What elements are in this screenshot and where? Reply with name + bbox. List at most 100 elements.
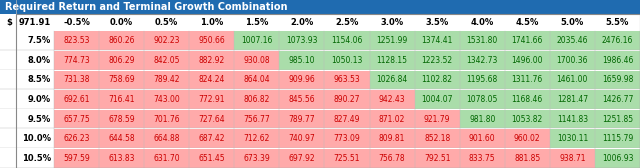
Bar xyxy=(595,71,640,89)
Text: 824.24: 824.24 xyxy=(198,75,225,85)
Bar xyxy=(460,51,505,70)
Text: 10.0%: 10.0% xyxy=(22,134,51,143)
Text: 971.91: 971.91 xyxy=(19,18,51,27)
Text: -0.5%: -0.5% xyxy=(63,18,90,27)
Bar xyxy=(280,31,324,50)
Bar xyxy=(144,110,189,129)
Text: 3.0%: 3.0% xyxy=(381,18,404,27)
Text: 644.58: 644.58 xyxy=(108,134,135,143)
Text: 1004.07: 1004.07 xyxy=(421,95,453,104)
Text: 597.59: 597.59 xyxy=(63,154,90,163)
Text: 909.96: 909.96 xyxy=(289,75,316,85)
Text: 4.0%: 4.0% xyxy=(470,18,494,27)
Text: 2.5%: 2.5% xyxy=(335,18,358,27)
Text: 1006.93: 1006.93 xyxy=(602,154,633,163)
Bar xyxy=(415,129,460,148)
Bar xyxy=(550,71,595,89)
Text: 833.75: 833.75 xyxy=(469,154,495,163)
Text: 2035.46: 2035.46 xyxy=(557,36,588,45)
Bar xyxy=(324,129,369,148)
Bar xyxy=(505,149,550,168)
Bar xyxy=(550,149,595,168)
Text: 8.5%: 8.5% xyxy=(28,75,51,85)
Bar xyxy=(369,71,415,89)
Text: 1659.98: 1659.98 xyxy=(602,75,633,85)
Bar xyxy=(369,129,415,148)
Bar xyxy=(505,90,550,109)
Bar xyxy=(234,110,280,129)
Text: 773.09: 773.09 xyxy=(333,134,360,143)
Text: 756.78: 756.78 xyxy=(379,154,405,163)
Bar xyxy=(415,31,460,50)
Text: 716.41: 716.41 xyxy=(108,95,135,104)
Text: 2.0%: 2.0% xyxy=(291,18,314,27)
Text: 1050.13: 1050.13 xyxy=(332,56,363,65)
Bar xyxy=(369,149,415,168)
Text: 4.5%: 4.5% xyxy=(516,18,539,27)
Bar xyxy=(280,71,324,89)
Text: 890.27: 890.27 xyxy=(333,95,360,104)
Bar xyxy=(415,71,460,89)
Text: 1073.93: 1073.93 xyxy=(286,36,317,45)
Bar xyxy=(550,90,595,109)
Text: 921.79: 921.79 xyxy=(424,115,451,124)
Text: 823.53: 823.53 xyxy=(63,36,90,45)
Text: 963.53: 963.53 xyxy=(333,75,360,85)
Bar xyxy=(144,90,189,109)
Text: 882.92: 882.92 xyxy=(198,56,225,65)
Bar xyxy=(324,51,369,70)
Text: 9.5%: 9.5% xyxy=(28,115,51,124)
Text: 960.02: 960.02 xyxy=(514,134,541,143)
Text: 1030.11: 1030.11 xyxy=(557,134,588,143)
Bar xyxy=(189,129,234,148)
Bar xyxy=(280,129,324,148)
Text: 1007.16: 1007.16 xyxy=(241,36,273,45)
Bar xyxy=(54,31,99,50)
Text: 8.0%: 8.0% xyxy=(28,56,51,65)
Text: 727.64: 727.64 xyxy=(198,115,225,124)
Text: 664.88: 664.88 xyxy=(154,134,180,143)
Text: 1154.06: 1154.06 xyxy=(332,36,363,45)
Text: 774.73: 774.73 xyxy=(63,56,90,65)
Text: 613.83: 613.83 xyxy=(108,154,135,163)
Bar xyxy=(550,51,595,70)
Bar xyxy=(144,31,189,50)
Text: 806.29: 806.29 xyxy=(108,56,135,65)
Text: 692.61: 692.61 xyxy=(63,95,90,104)
Bar xyxy=(234,31,280,50)
Bar xyxy=(415,51,460,70)
Text: 712.62: 712.62 xyxy=(244,134,270,143)
Text: 985.10: 985.10 xyxy=(289,56,315,65)
Text: 1342.73: 1342.73 xyxy=(467,56,498,65)
Bar xyxy=(595,149,640,168)
Text: 1128.15: 1128.15 xyxy=(376,56,408,65)
Text: 827.49: 827.49 xyxy=(333,115,360,124)
Text: 3.5%: 3.5% xyxy=(426,18,449,27)
Text: 657.75: 657.75 xyxy=(63,115,90,124)
Bar xyxy=(550,129,595,148)
Text: 2476.16: 2476.16 xyxy=(602,36,633,45)
Text: 930.08: 930.08 xyxy=(244,56,270,65)
Bar xyxy=(54,110,99,129)
Text: 864.04: 864.04 xyxy=(244,75,270,85)
Bar xyxy=(189,71,234,89)
Bar xyxy=(460,149,505,168)
Bar xyxy=(99,110,144,129)
Text: 9.0%: 9.0% xyxy=(28,95,51,104)
Text: 1195.68: 1195.68 xyxy=(467,75,498,85)
Bar xyxy=(595,31,640,50)
Text: 789.77: 789.77 xyxy=(289,115,316,124)
Bar xyxy=(460,90,505,109)
Text: 1426.77: 1426.77 xyxy=(602,95,633,104)
Bar xyxy=(234,51,280,70)
Text: 743.00: 743.00 xyxy=(154,95,180,104)
Text: 809.81: 809.81 xyxy=(379,134,405,143)
Bar xyxy=(280,90,324,109)
Bar xyxy=(460,71,505,89)
Text: 756.77: 756.77 xyxy=(243,115,270,124)
Text: 697.92: 697.92 xyxy=(289,154,316,163)
Bar xyxy=(595,90,640,109)
Text: 626.23: 626.23 xyxy=(63,134,90,143)
Text: 5.0%: 5.0% xyxy=(561,18,584,27)
Text: 881.85: 881.85 xyxy=(514,154,540,163)
